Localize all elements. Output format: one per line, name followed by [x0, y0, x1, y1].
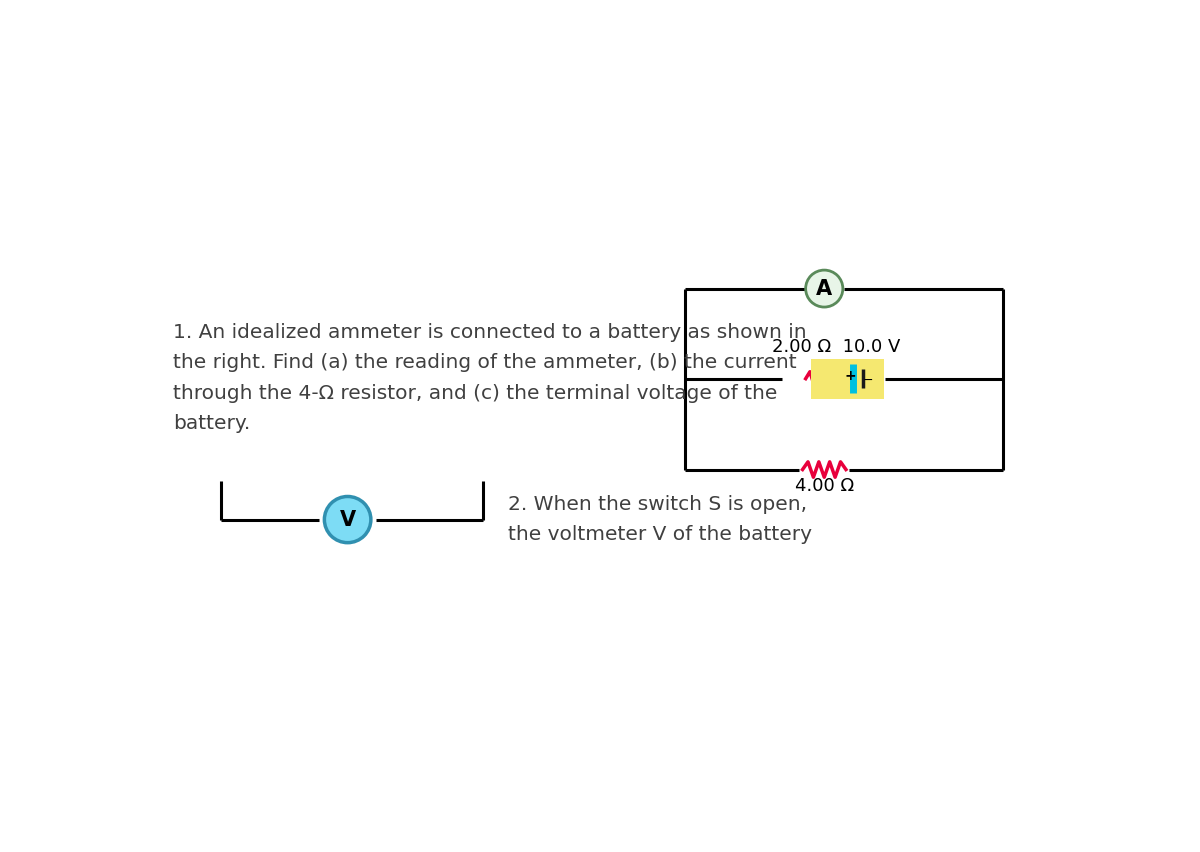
Text: +: + [844, 370, 856, 383]
Text: −: − [863, 374, 872, 387]
Circle shape [805, 270, 842, 307]
Bar [811, 359, 884, 399]
Text: 2.00 Ω  10.0 V: 2.00 Ω 10.0 V [772, 337, 900, 355]
Text: 2. When the switch S is open,
the voltmeter V of the battery: 2. When the switch S is open, the voltme… [508, 495, 812, 544]
Text: 1. An idealized ammeter is connected to a battery as shown in
the right. Find (a: 1. An idealized ammeter is connected to … [173, 323, 806, 433]
Text: A: A [816, 279, 833, 298]
Circle shape [324, 497, 371, 543]
Text: 4.00 Ω: 4.00 Ω [794, 477, 854, 495]
Text: V: V [340, 509, 355, 530]
